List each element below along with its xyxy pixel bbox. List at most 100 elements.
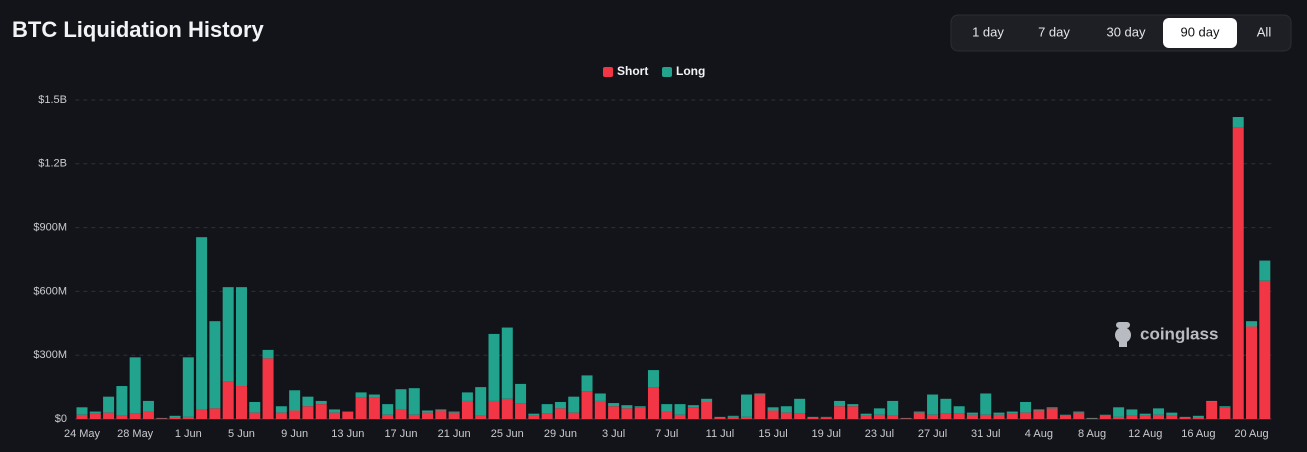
bar-segment <box>834 406 846 419</box>
bar-segment <box>368 397 380 419</box>
bar-segment <box>966 414 978 419</box>
bar-segment <box>196 237 208 410</box>
x-tick-label: 15 Jul <box>758 428 787 440</box>
legend-label: Long <box>676 64 705 78</box>
bar-segment <box>1086 417 1098 419</box>
bar-segment <box>807 417 819 419</box>
range-button[interactable]: 90 day <box>1163 18 1237 48</box>
bar-segment <box>913 411 925 413</box>
bar-segment <box>422 410 434 413</box>
bar-segment <box>368 394 380 398</box>
bar-segment <box>342 411 354 419</box>
bar-segment <box>794 398 806 414</box>
range-button[interactable]: 30 day <box>1106 24 1146 39</box>
bar-segment <box>1099 414 1111 416</box>
bar-segment <box>554 401 566 409</box>
bar-segment <box>621 408 633 419</box>
bar-segment <box>993 414 1005 419</box>
bar-segment <box>1073 411 1085 413</box>
bar-segment <box>1033 409 1045 411</box>
bar-segment <box>674 404 686 415</box>
bar-segment <box>501 398 513 419</box>
bar-segment <box>860 415 872 419</box>
bar-segment <box>461 392 473 401</box>
range-button[interactable]: 7 day <box>1038 24 1070 39</box>
bar-segment <box>940 413 952 419</box>
bar-segment <box>754 394 766 419</box>
bar-segment <box>142 400 154 412</box>
range-button[interactable]: All <box>1257 24 1272 39</box>
range-button-bg <box>1163 18 1237 48</box>
bar-segment <box>807 416 819 418</box>
bar-segment <box>103 396 115 413</box>
bar-segment <box>661 411 673 419</box>
bar-segment <box>913 412 925 419</box>
legend-label: Short <box>617 64 648 78</box>
bar-segment <box>488 400 500 419</box>
range-button[interactable]: 1 day <box>972 24 1004 39</box>
bar-segment <box>594 393 606 401</box>
bar-segment <box>647 370 659 388</box>
x-tick-label: 20 Aug <box>1234 428 1268 440</box>
bar-segment <box>1259 280 1271 419</box>
bar-segment <box>820 417 832 419</box>
bar-segment <box>1099 415 1111 419</box>
bar-segment <box>302 406 314 419</box>
bar-segment <box>1113 407 1125 417</box>
bar-segment <box>1192 415 1204 418</box>
bar-segment <box>780 406 792 413</box>
bar-segment <box>873 414 885 419</box>
x-tick-label: 17 Jun <box>384 428 417 440</box>
range-button-label: 30 day <box>1106 24 1146 39</box>
bar-segment <box>1139 415 1151 419</box>
bar-segment <box>594 400 606 419</box>
bar-segment <box>887 400 899 416</box>
bar-segment <box>488 333 500 401</box>
bar-segment <box>581 391 593 419</box>
bar-segment <box>475 387 487 416</box>
bar-segment <box>435 409 447 411</box>
watermark-logo <box>1115 322 1131 347</box>
bar-segment <box>927 394 939 415</box>
y-tick-label: $900M <box>33 222 67 234</box>
bar-segment <box>1246 321 1258 327</box>
x-tick-label: 31 Jul <box>971 428 1000 440</box>
legend-swatch <box>603 67 613 77</box>
bar-segment <box>1113 416 1125 419</box>
bar-segment <box>235 386 247 419</box>
bar-segment <box>1219 406 1231 408</box>
bar-segment <box>727 416 739 419</box>
bar-segment <box>408 414 420 419</box>
range-button-label: 1 day <box>972 24 1004 39</box>
bar-segment <box>515 383 527 404</box>
bar-segment <box>581 375 593 392</box>
bar-segment <box>794 413 806 419</box>
x-tick-label: 9 Jun <box>281 428 308 440</box>
y-tick-label: $1.2B <box>38 158 67 170</box>
bar-segment <box>169 415 181 418</box>
bar-segment <box>1059 414 1071 416</box>
bar-segment <box>980 414 992 419</box>
bar-segment <box>1046 408 1058 419</box>
bar-segment <box>142 411 154 419</box>
x-tick-label: 8 Aug <box>1078 428 1106 440</box>
bar-segment <box>554 408 566 419</box>
bar-segment <box>608 406 620 419</box>
bar-segment <box>89 411 101 414</box>
bar-segment <box>395 389 407 410</box>
bar-segment <box>674 414 686 419</box>
bar-segment <box>395 409 407 419</box>
bar-segment <box>767 407 779 411</box>
y-tick-label: $1.5B <box>38 94 67 106</box>
bar-segment <box>1046 407 1058 409</box>
bar-segment <box>382 404 394 415</box>
bar-segment <box>103 412 115 419</box>
bar-segment <box>1206 400 1218 402</box>
bar-segment <box>847 404 859 407</box>
bar-segment <box>182 357 194 417</box>
bar-segment <box>1126 409 1138 416</box>
bar-segment <box>966 412 978 415</box>
bar-segment <box>501 327 513 399</box>
bar-segment <box>980 393 992 415</box>
bar-segment <box>1166 415 1178 419</box>
